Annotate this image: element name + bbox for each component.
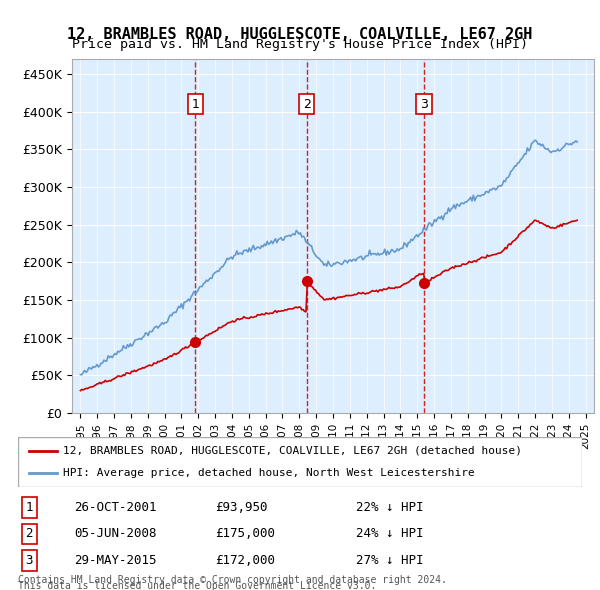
Text: 2: 2: [302, 98, 311, 111]
Text: 05-JUN-2008: 05-JUN-2008: [74, 527, 157, 540]
Text: £93,950: £93,950: [215, 501, 268, 514]
Text: £175,000: £175,000: [215, 527, 275, 540]
Text: 3: 3: [26, 554, 33, 567]
Text: 22% ↓ HPI: 22% ↓ HPI: [356, 501, 424, 514]
Text: 1: 1: [26, 501, 33, 514]
FancyBboxPatch shape: [18, 437, 582, 487]
Text: HPI: Average price, detached house, North West Leicestershire: HPI: Average price, detached house, Nort…: [63, 468, 475, 478]
Text: 24% ↓ HPI: 24% ↓ HPI: [356, 527, 424, 540]
Text: 3: 3: [420, 98, 428, 111]
Text: This data is licensed under the Open Government Licence v3.0.: This data is licensed under the Open Gov…: [18, 581, 376, 590]
Text: 12, BRAMBLES ROAD, HUGGLESCOTE, COALVILLE, LE67 2GH (detached house): 12, BRAMBLES ROAD, HUGGLESCOTE, COALVILL…: [63, 445, 522, 455]
Text: Price paid vs. HM Land Registry's House Price Index (HPI): Price paid vs. HM Land Registry's House …: [72, 38, 528, 51]
Text: 1: 1: [191, 98, 199, 111]
Text: 27% ↓ HPI: 27% ↓ HPI: [356, 554, 424, 567]
Text: 26-OCT-2001: 26-OCT-2001: [74, 501, 157, 514]
Text: 29-MAY-2015: 29-MAY-2015: [74, 554, 157, 567]
Text: 12, BRAMBLES ROAD, HUGGLESCOTE, COALVILLE, LE67 2GH: 12, BRAMBLES ROAD, HUGGLESCOTE, COALVILL…: [67, 27, 533, 41]
Text: Contains HM Land Registry data © Crown copyright and database right 2024.: Contains HM Land Registry data © Crown c…: [18, 575, 447, 585]
Text: 2: 2: [26, 527, 33, 540]
Text: £172,000: £172,000: [215, 554, 275, 567]
